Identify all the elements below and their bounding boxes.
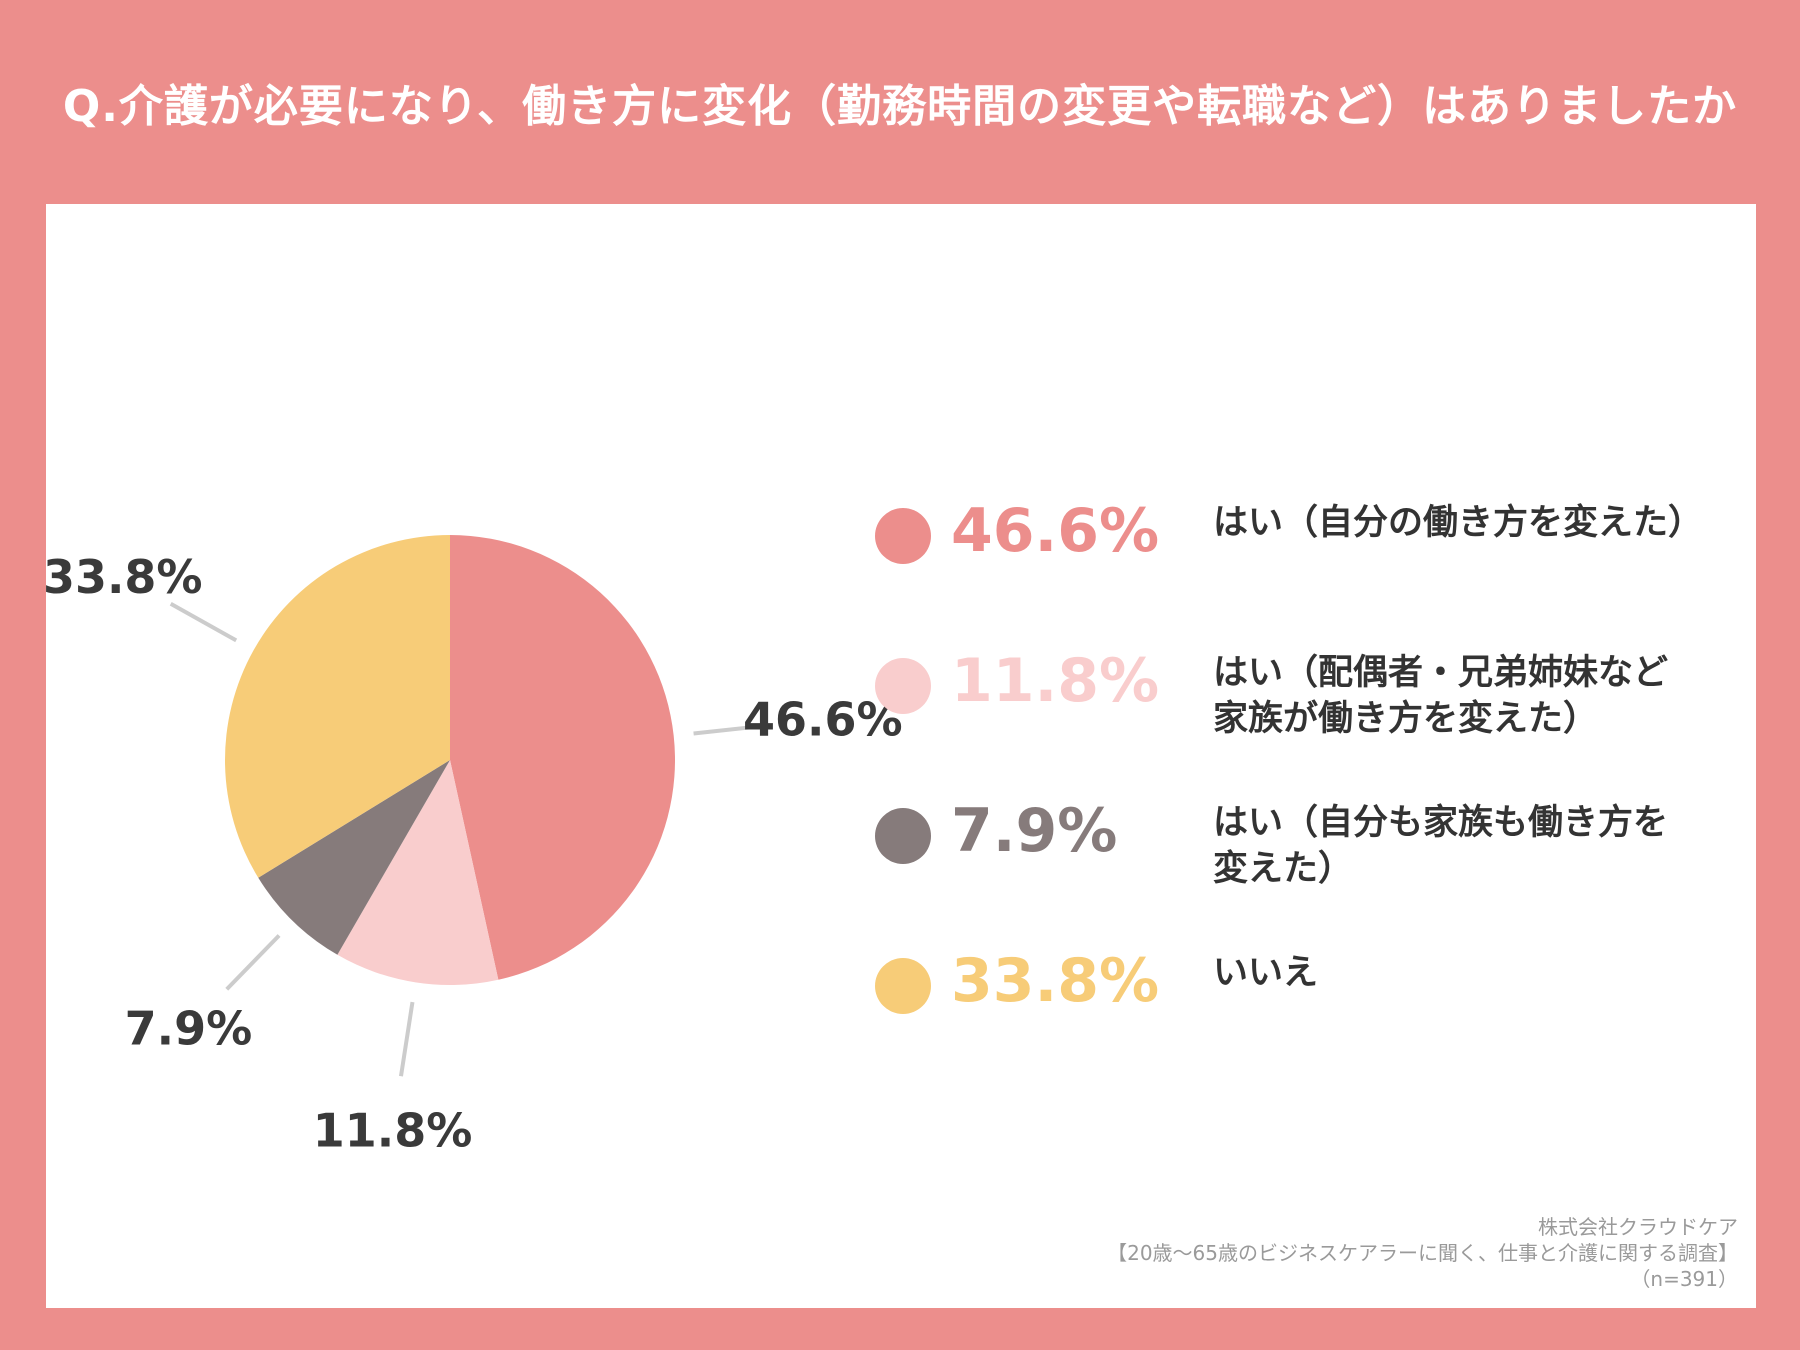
legend-label: はい（自分も家族も働き方を変えた） <box>1213 803 1669 889</box>
legend-swatch <box>875 808 931 864</box>
legend-label: はい（配偶者・兄弟姉妹など家族が働き方を変えた） <box>1213 653 1669 739</box>
legend-label: はい（自分の働き方を変えた） <box>1213 503 1704 543</box>
source-company: 株式会社クラウドケア <box>1538 1215 1738 1239</box>
leader-line <box>225 934 281 991</box>
slice-label: 11.8% <box>313 1104 473 1158</box>
legend-label: いいえ <box>1213 953 1319 993</box>
pie-slice <box>258 760 450 955</box>
pie-slice <box>450 535 675 980</box>
source-sample: （n=391） <box>1630 1267 1738 1291</box>
leader-line <box>693 723 769 736</box>
source-note: 株式会社クラウドケア 【20歳～65歳のビジネスケアラーに聞く、仕事と介護に関す… <box>1107 1214 1738 1292</box>
pie-chart: 46.6% 11.8% 7.9% 33.8% <box>46 535 903 1158</box>
slice-label: 46.6% <box>743 692 903 746</box>
source-survey: 【20歳～65歳のビジネスケアラーに聞く、仕事と介護に関する調査】 <box>1107 1241 1738 1265</box>
leader-line <box>399 1001 415 1077</box>
legend-percent: 11.8% <box>951 646 1160 716</box>
slice-label: 33.8% <box>46 550 203 604</box>
legend-percent: 33.8% <box>951 946 1160 1016</box>
legend-swatch <box>875 658 931 714</box>
pie-slice <box>337 760 499 985</box>
chart-title: Q.介護が必要になり、働き方に変化（勤務時間の変更や転職など）はありましたか <box>62 81 1738 132</box>
legend-percent: 7.9% <box>951 796 1118 866</box>
pie-slice <box>225 535 450 878</box>
slice-label: 7.9% <box>125 1002 253 1056</box>
legend-swatch <box>875 508 931 564</box>
leader-line <box>169 602 238 643</box>
legend-percent: 46.6% <box>951 496 1160 566</box>
chart-panel: 46.6% 11.8% 7.9% 33.8% 46.6% はい（自分の働き方を変えた）… <box>46 204 1756 1308</box>
legend-swatch <box>875 958 931 1014</box>
